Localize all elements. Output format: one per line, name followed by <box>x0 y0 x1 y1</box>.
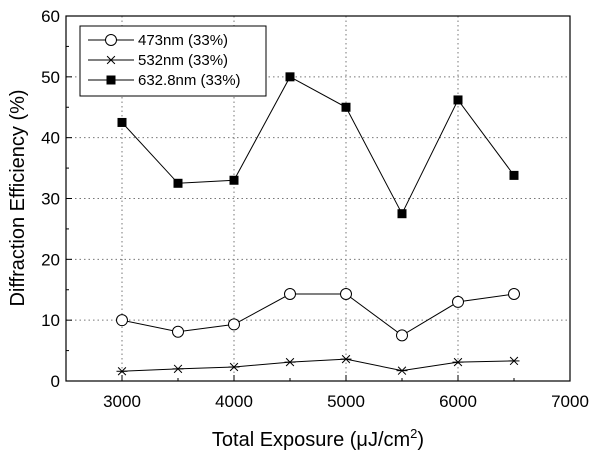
legend-marker <box>106 75 116 85</box>
y-tick-label: 60 <box>41 7 60 26</box>
legend-label: 473nm (33%) <box>138 32 228 49</box>
asterisk-stroke <box>117 367 127 376</box>
series-line <box>121 293 515 336</box>
x-tick-label: 6000 <box>439 392 477 411</box>
x-tick-label: 3000 <box>103 392 141 411</box>
asterisk-stroke <box>173 364 183 374</box>
series-2 <box>117 72 519 219</box>
legend-marker <box>105 34 117 46</box>
data-point <box>397 209 407 219</box>
series-1 <box>116 354 520 376</box>
data-point <box>229 175 239 185</box>
asterisk-stroke <box>397 366 407 375</box>
x-axis-label: Total Exposure (μJ/cm2) <box>212 426 424 451</box>
data-point <box>341 102 351 112</box>
legend: 473nm (33%) 532nm (33%) 632.8nm (33%) <box>79 25 267 97</box>
x-axis-label-close: ) <box>417 429 424 451</box>
series-layer <box>116 72 520 376</box>
data-point <box>452 295 464 308</box>
asterisk-stroke <box>341 354 351 364</box>
data-point <box>396 366 408 375</box>
asterisk-stroke <box>285 357 295 367</box>
data-point <box>340 288 352 301</box>
legend-label: 532nm (33%) <box>138 52 228 69</box>
y-tick-label: 20 <box>41 250 60 269</box>
axis-ticks <box>65 15 571 382</box>
data-point <box>116 314 128 327</box>
data-point <box>340 354 352 364</box>
data-point <box>116 367 128 376</box>
y-axis-label: Diffraction Efficiency (%) <box>7 89 29 306</box>
series-line <box>121 76 515 215</box>
x-tick-label: 7000 <box>551 392 589 411</box>
tick-labels: 3000 4000 5000 6000 7000 0 10 20 30 40 50 60 <box>41 7 589 411</box>
y-tick-label: 30 <box>41 190 60 209</box>
x-axis-label-superscript: 2 <box>410 426 417 441</box>
data-point <box>508 288 520 301</box>
y-tick-label: 50 <box>41 68 60 87</box>
series-0 <box>116 288 520 342</box>
asterisk-stroke <box>453 357 463 367</box>
legend-marker <box>105 55 117 65</box>
asterisk-stroke <box>229 362 239 372</box>
data-point <box>284 288 296 301</box>
legend-label: 632.8nm (33%) <box>138 72 241 89</box>
data-point <box>172 325 184 338</box>
y-tick-label: 40 <box>41 129 60 148</box>
data-point <box>284 357 296 367</box>
data-point <box>452 357 464 367</box>
asterisk-stroke <box>106 55 116 65</box>
data-point <box>228 362 240 372</box>
asterisk-stroke <box>509 356 519 366</box>
data-point <box>228 318 240 331</box>
data-point <box>396 329 408 342</box>
data-point <box>453 95 463 105</box>
data-point <box>173 178 183 188</box>
data-point <box>172 364 184 374</box>
data-point <box>509 170 519 180</box>
data-point <box>508 356 520 366</box>
data-point <box>285 72 295 82</box>
x-tick-label: 5000 <box>327 392 365 411</box>
y-tick-label: 10 <box>41 311 60 330</box>
y-tick-label: 0 <box>51 372 60 391</box>
series-line <box>121 358 515 372</box>
x-tick-label: 4000 <box>215 392 253 411</box>
data-point <box>117 117 127 127</box>
